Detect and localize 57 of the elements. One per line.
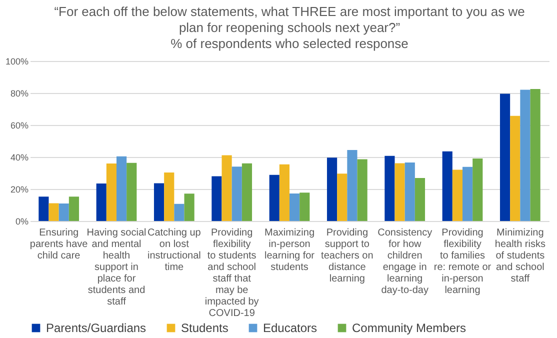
bar: [326, 158, 338, 221]
bar: [472, 158, 483, 221]
y-tick-label: 80%: [10, 88, 28, 98]
bar: [164, 172, 174, 221]
bar: [357, 159, 368, 221]
x-tick-label: Providing flexibility to families re: remote or in-person learning: [434, 228, 492, 296]
x-tick-label: Consistency for how children engage in learning day-to-day: [378, 228, 432, 296]
y-tick-label: 20%: [10, 184, 28, 194]
bar: [212, 176, 222, 221]
bar: [500, 94, 510, 221]
bar: [96, 184, 106, 221]
y-tick-label: 60%: [10, 120, 28, 130]
bar: [520, 90, 530, 221]
legend-label: Parents/Guardians: [46, 321, 146, 335]
x-tick-label: Having social and mental health support in place for students and staff: [86, 228, 146, 308]
bar: [174, 204, 184, 221]
bar: [510, 116, 520, 221]
y-tick-label: 100%: [5, 56, 28, 66]
x-tick-label: Providing flexibility to students and school staff that may be impacted by COVID-19: [204, 228, 259, 319]
bar: [154, 183, 164, 221]
bar: [404, 162, 415, 221]
bar: [126, 162, 137, 221]
bar: [300, 192, 310, 221]
x-tick-label: Ensuring parents have child care: [30, 228, 88, 262]
bar: [184, 194, 194, 221]
chart-title: “For each off the below statements, what THREE are most important to you as we plan for reopening schools next year?”: [54, 4, 525, 35]
bar: [68, 196, 80, 221]
bar: [337, 174, 348, 221]
bar: [384, 156, 395, 221]
x-tick-label: Providing support to teachers on distance learning: [321, 228, 374, 284]
bar: [442, 151, 452, 221]
x-tick-label: Maximizing in-person learning for students: [264, 228, 316, 273]
bar: [38, 196, 49, 221]
bar: [48, 203, 59, 221]
x-tick-label: Minimizing health risks of students and school staff: [494, 228, 546, 284]
bar: [279, 164, 290, 221]
legend-label: Community Members: [352, 321, 466, 335]
bar: [242, 163, 252, 221]
bar: [462, 166, 473, 221]
bar: [222, 155, 232, 221]
bar: [269, 174, 280, 221]
chart-subtitle: % of respondents who selected response: [170, 36, 408, 51]
legend-label: Educators: [263, 321, 318, 335]
bar: [347, 150, 358, 221]
y-tick-label: 0%: [15, 216, 28, 226]
bar: [106, 164, 116, 221]
bar: [530, 89, 540, 221]
x-tick-label: Catching up on lost instructional time: [147, 228, 202, 273]
y-tick-label: 40%: [10, 152, 28, 162]
bar: [232, 166, 242, 221]
bar: [290, 193, 300, 221]
bar: [394, 163, 405, 221]
bar: [414, 178, 426, 221]
bar: [452, 170, 462, 221]
bar: [58, 204, 69, 221]
legend-label: Students: [181, 321, 228, 335]
bar: [116, 156, 127, 221]
